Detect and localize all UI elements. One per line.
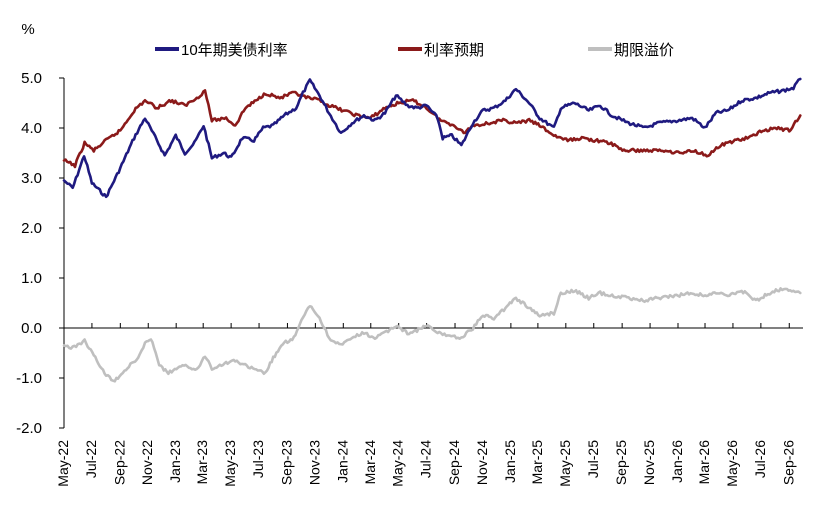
y-tick-label: -1.0 bbox=[16, 370, 42, 387]
x-tick-label: Nov-25 bbox=[641, 440, 657, 485]
y-tick-label: 5.0 bbox=[21, 70, 42, 87]
x-tick-label: Jan-23 bbox=[167, 440, 183, 483]
x-tick-label: Nov-24 bbox=[474, 440, 490, 485]
series-line-1 bbox=[62, 89, 802, 169]
series-line-0 bbox=[62, 77, 802, 199]
series-line-2 bbox=[62, 287, 802, 383]
x-tick-label: May-23 bbox=[222, 440, 238, 487]
x-tick-label: Jul-25 bbox=[585, 440, 601, 478]
x-tick-label: Jul-26 bbox=[752, 440, 768, 478]
legend-label-1: 利率预期 bbox=[424, 42, 484, 59]
x-tick-label: Mar-26 bbox=[696, 440, 712, 485]
x-tick-label: May-26 bbox=[724, 440, 740, 487]
y-tick-label: 3.0 bbox=[21, 170, 42, 187]
x-tick-label: Jan-26 bbox=[669, 440, 685, 483]
x-tick-label: May-24 bbox=[390, 440, 406, 487]
legend-label-0: 10年期美债利率 bbox=[181, 42, 288, 59]
x-tick-label: Mar-25 bbox=[529, 440, 545, 485]
legend: 10年期美债利率 利率预期 期限溢价 bbox=[155, 42, 674, 59]
x-tick-label: Jan-25 bbox=[502, 440, 518, 483]
y-axis: 5.0 4.0 3.0 2.0 1.0 0.0 -1.0 -2.0 bbox=[16, 70, 65, 437]
x-tick-label: Nov-23 bbox=[306, 440, 322, 485]
y-tick-label: 1.0 bbox=[21, 270, 42, 287]
y-axis-unit-label: % bbox=[21, 21, 34, 38]
x-axis: May-22 Jul-22 Sep-22 Nov-22 Jan-23 Mar-23 May-… bbox=[55, 323, 803, 487]
y-tick-label: -2.0 bbox=[16, 420, 42, 437]
x-tick-label: Sep-23 bbox=[278, 440, 294, 485]
legend-label-2: 期限溢价 bbox=[614, 42, 674, 59]
x-tick-label: Sep-22 bbox=[111, 440, 127, 485]
x-tick-label: Mar-23 bbox=[194, 440, 210, 485]
series-layer bbox=[62, 77, 802, 383]
x-tick-label: Jul-22 bbox=[83, 440, 99, 478]
y-tick-label: 2.0 bbox=[21, 220, 42, 237]
y-tick-label: 4.0 bbox=[21, 120, 42, 137]
x-tick-label: Sep-25 bbox=[613, 440, 629, 485]
x-tick-label: Sep-24 bbox=[446, 440, 462, 485]
x-tick-label: Nov-22 bbox=[139, 440, 155, 485]
x-tick-label: Jul-23 bbox=[250, 440, 266, 478]
x-tick-label: Mar-24 bbox=[362, 440, 378, 485]
x-tick-label: Jan-24 bbox=[334, 440, 350, 483]
x-tick-label: May-22 bbox=[55, 440, 71, 487]
x-tick-label: Jul-24 bbox=[418, 440, 434, 478]
x-tick-label: Sep-26 bbox=[780, 440, 796, 485]
x-tick-label: May-25 bbox=[557, 440, 573, 487]
y-tick-label: 0.0 bbox=[21, 320, 42, 337]
